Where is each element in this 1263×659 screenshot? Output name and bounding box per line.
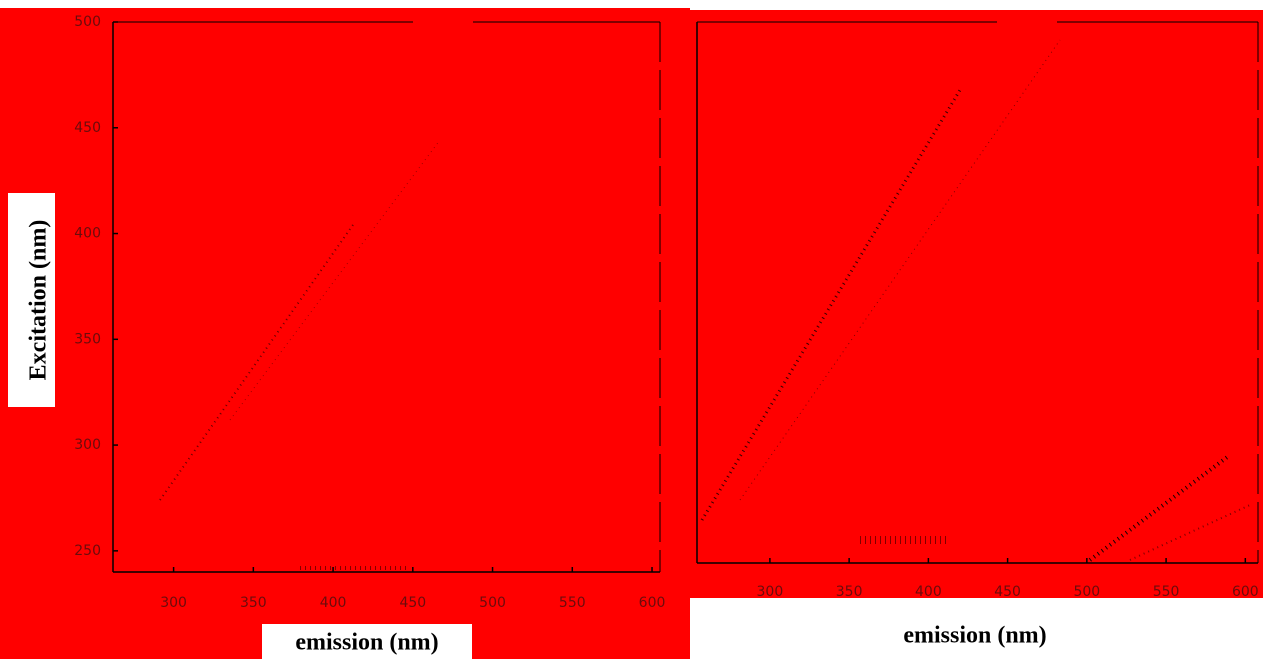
x-tick-label: 300 [160, 595, 187, 611]
x-tick-label: 450 [994, 584, 1021, 600]
x-tick-label: 300 [757, 584, 784, 600]
right-panel-bg [690, 10, 1263, 598]
x-tick-label: 450 [399, 595, 426, 611]
xlabel-box [262, 624, 472, 659]
x-axis-label: emission (nm) [295, 630, 438, 656]
ylabel-box [8, 193, 55, 407]
y-tick-label: 350 [74, 331, 101, 347]
x-tick-label: 600 [639, 595, 666, 611]
x-tick-label: 350 [240, 595, 267, 611]
speckle-band [229, 139, 441, 421]
speckles [159, 39, 1251, 570]
x-tick-label: 400 [915, 584, 942, 600]
y-tick-label: 300 [74, 437, 101, 453]
x-tick-label: 600 [1232, 584, 1259, 600]
x-tick-label: 550 [559, 595, 586, 611]
x-tick-label: 500 [479, 595, 506, 611]
x-tick-label: 350 [836, 584, 863, 600]
y-tick-label: 450 [74, 120, 101, 136]
speckle-band [700, 89, 962, 521]
speckle-band [1088, 453, 1232, 562]
x-tick-label: 550 [1153, 584, 1180, 600]
x-tick-label: 400 [320, 595, 347, 611]
y-tick-label: 400 [74, 226, 101, 242]
y-tick-label: 250 [74, 543, 101, 559]
speckle-band [739, 39, 1061, 501]
x-tick-label: 500 [1073, 584, 1100, 600]
y-tick-label: 500 [74, 14, 101, 30]
left-panel-bg [0, 8, 690, 659]
y-axis-label: Excitation (nm) [26, 220, 52, 381]
x-axis-label: emission (nm) [903, 623, 1046, 649]
speckle-band [1129, 504, 1251, 561]
